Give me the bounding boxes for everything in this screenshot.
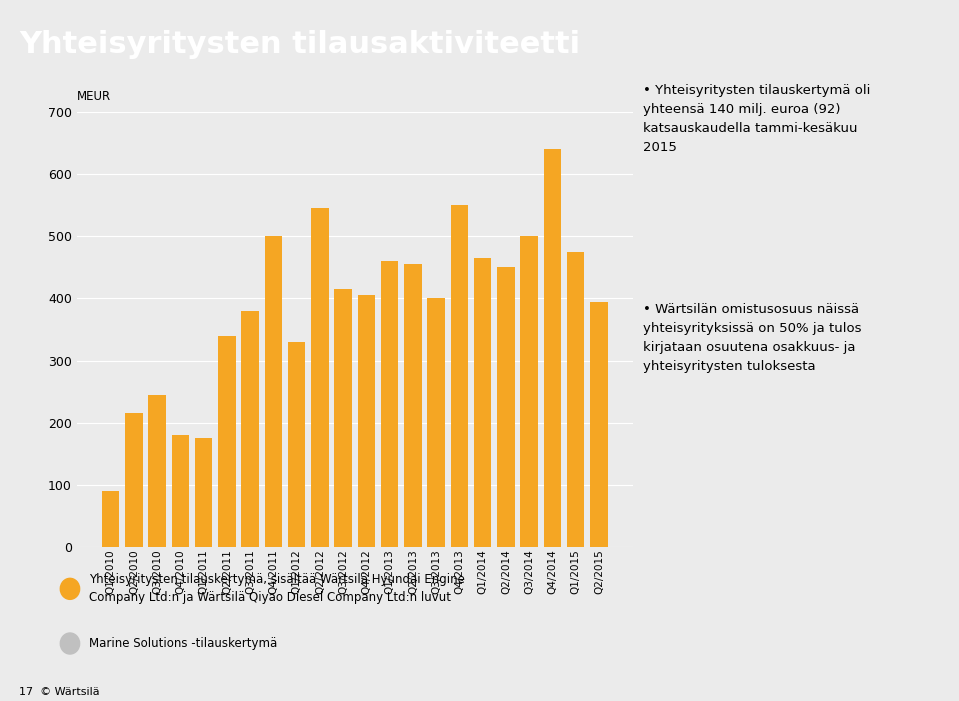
Bar	[219, 336, 236, 547]
Bar	[451, 205, 468, 547]
Bar	[474, 258, 491, 547]
Bar	[335, 289, 352, 547]
Bar	[172, 435, 189, 547]
Bar	[428, 299, 445, 547]
Bar	[451, 255, 468, 547]
Bar	[149, 395, 166, 547]
Bar	[288, 342, 305, 547]
Bar	[544, 261, 561, 547]
Bar	[242, 311, 259, 547]
Bar	[567, 252, 584, 547]
Ellipse shape	[60, 578, 80, 599]
Bar	[381, 314, 398, 547]
Text: • Yhteisyritysten tilauskertymä oli
yhteensä 140 milj. euroa (92)
katsauskaudell: • Yhteisyritysten tilauskertymä oli yhte…	[643, 84, 870, 154]
Bar	[405, 264, 422, 547]
Text: Marine Solutions -tilauskertymä: Marine Solutions -tilauskertymä	[89, 637, 277, 650]
Bar	[428, 299, 445, 547]
Bar	[312, 208, 329, 547]
Bar	[358, 336, 375, 547]
Bar	[381, 261, 398, 547]
Bar	[102, 491, 120, 547]
Bar	[405, 314, 422, 547]
Bar	[265, 423, 282, 547]
Bar	[497, 308, 515, 547]
Text: Yhteisyritysten tilausaktiviteetti: Yhteisyritysten tilausaktiviteetti	[19, 30, 580, 59]
Bar	[195, 438, 213, 547]
Bar	[172, 435, 189, 547]
Bar	[335, 299, 352, 547]
Bar	[149, 432, 166, 547]
Ellipse shape	[60, 633, 80, 654]
Bar	[497, 267, 515, 547]
Bar	[567, 336, 584, 547]
Bar	[521, 261, 538, 547]
Text: 17  © Wärtsilä: 17 © Wärtsilä	[19, 688, 100, 697]
Bar	[126, 414, 143, 547]
Bar	[126, 414, 143, 547]
Bar	[219, 351, 236, 547]
Bar	[474, 308, 491, 547]
Bar	[590, 301, 608, 547]
Bar	[590, 301, 608, 547]
Bar	[544, 149, 561, 547]
Text: MEUR: MEUR	[77, 90, 111, 104]
Bar	[358, 295, 375, 547]
Text: Yhteisyritysten tilauskertymä, sisältää Wärtsilä Hyundai Engine
Company Ltd:n ja: Yhteisyritysten tilauskertymä, sisältää …	[89, 573, 465, 604]
Bar	[102, 491, 120, 547]
Bar	[521, 236, 538, 547]
Bar	[288, 379, 305, 547]
Bar	[242, 311, 259, 547]
Text: • Wärtsilän omistusosuus näissä
yhteisyrityksissä on 50% ja tulos
kirjataan osuu: • Wärtsilän omistusosuus näissä yhteisyr…	[643, 303, 861, 373]
Bar	[265, 236, 282, 547]
Bar	[312, 271, 329, 547]
Bar	[195, 438, 213, 547]
